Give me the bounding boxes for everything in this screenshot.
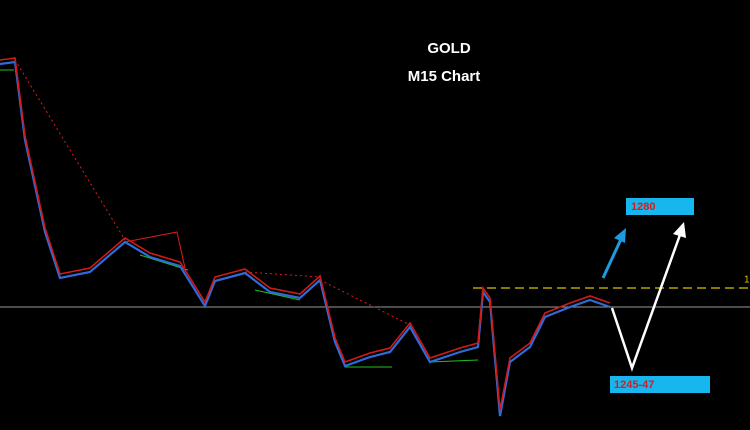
price-trace-up <box>0 60 611 417</box>
scenario-arrow <box>610 222 686 372</box>
trend-lines <box>14 59 411 326</box>
target-down-label: 1245-47 <box>614 379 654 391</box>
target-box <box>626 198 694 215</box>
level-label: 1 <box>744 275 750 286</box>
target-box <box>610 376 710 393</box>
target-up-label: 1280 <box>631 201 655 213</box>
chart-title: GOLD <box>427 40 470 57</box>
price-trace-down <box>0 57 611 411</box>
bullish-arrow <box>601 228 626 279</box>
chart-subtitle: M15 Chart <box>408 68 481 85</box>
